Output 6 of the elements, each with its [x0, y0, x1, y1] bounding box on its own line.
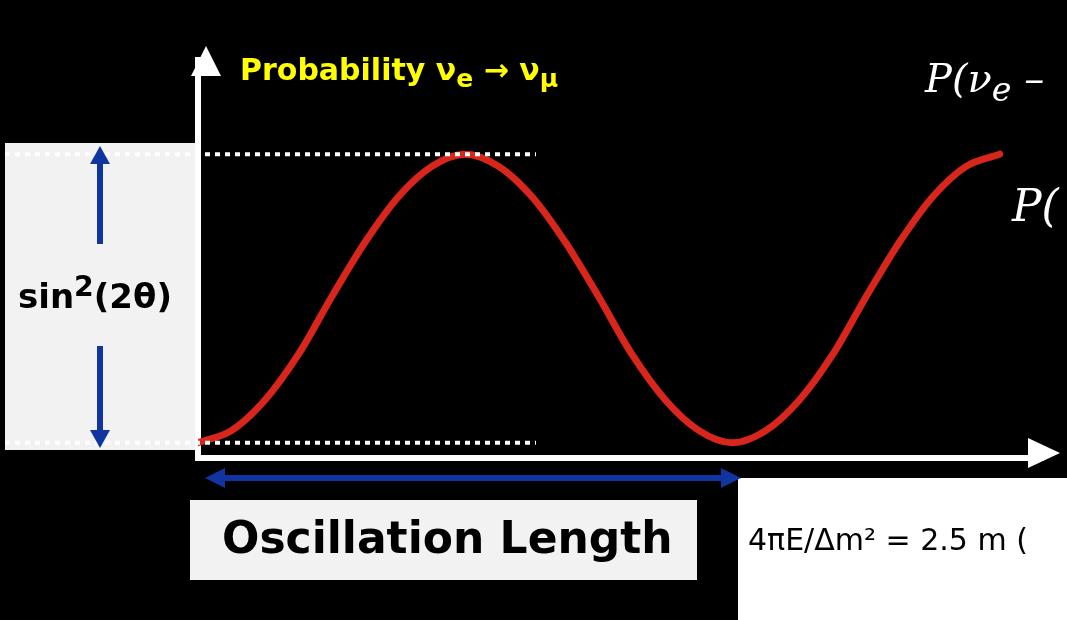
text: P(ν$_{e}$ – [925, 55, 1045, 109]
text: 4πE/Δm² = 2.5 m ( [748, 522, 1028, 557]
text: sin$^{2}$(2θ) [18, 270, 172, 317]
y-axis-title: Probability ν$_{e}$ → ν$_{μ}$ [240, 52, 559, 93]
annotation: P( [1012, 180, 1059, 231]
text: Oscillation Length [222, 512, 673, 563]
